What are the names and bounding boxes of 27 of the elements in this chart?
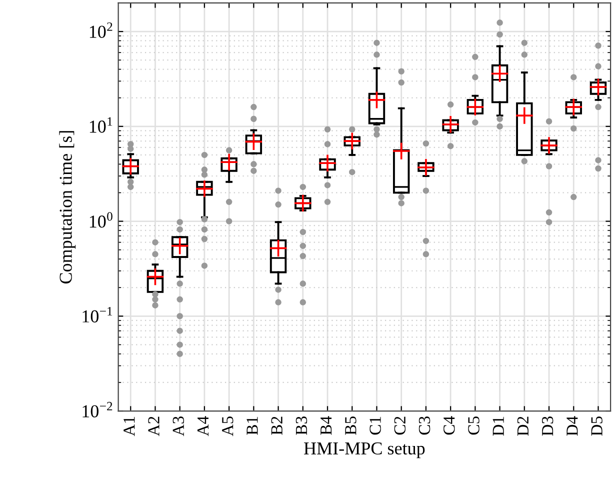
x-tick-label: C5: [468, 416, 480, 435]
y-tick-label: 10$^{1}$: [90, 117, 112, 133]
x-tick-label: B4: [320, 416, 332, 435]
x-tick-label: C3: [418, 416, 430, 435]
y-tick-label: 10$^{2}$: [90, 22, 112, 38]
x-tick-label: C4: [444, 416, 455, 435]
y-tick-label: 10$^{−1}$: [82, 307, 112, 322]
x-axis-title: HMI-MPC setup: [304, 442, 425, 458]
y-axis-title: Computation time [s]: [59, 131, 76, 284]
x-tick-label: D5: [591, 416, 602, 436]
x-tick-label: B3: [296, 416, 308, 435]
x-tick-label: C1: [370, 416, 381, 435]
x-tick-label: D2: [517, 416, 528, 436]
x-tick-label: A4: [197, 416, 208, 436]
x-tick-label: B5: [345, 416, 356, 435]
y-tick-label: 10$^{0}$: [90, 212, 112, 228]
x-tick-label: D1: [492, 416, 504, 436]
y-tick-label: 10$^{−2}$: [82, 402, 112, 418]
x-tick-label: D4: [566, 416, 578, 436]
x-tick-label: D3: [542, 416, 554, 436]
x-tick-label: A3: [172, 416, 184, 436]
x-tick-label: C2: [394, 416, 406, 435]
x-tick-label: B1: [246, 416, 258, 435]
x-tick-label: A1: [124, 416, 135, 436]
x-tick-label: A2: [148, 416, 160, 436]
x-tick-label: A5: [222, 416, 234, 436]
x-tick-label: B2: [271, 416, 282, 435]
